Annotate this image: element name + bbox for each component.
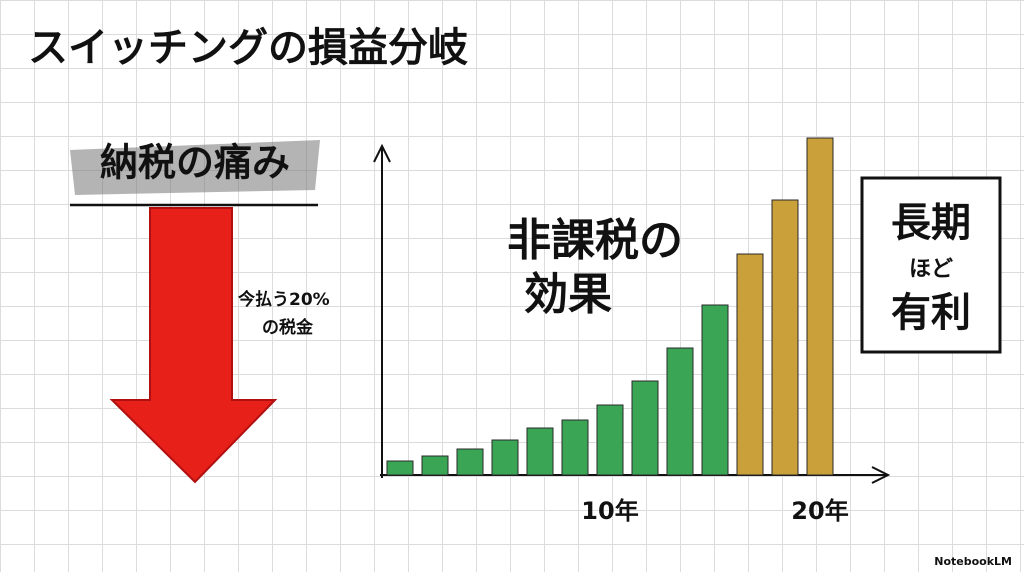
bar <box>561 419 589 476</box>
bar <box>386 460 414 476</box>
bar <box>771 199 799 476</box>
bar <box>631 380 659 476</box>
callout-box <box>860 176 1002 354</box>
slide-title: スイッチングの損益分岐 <box>28 25 468 71</box>
bar <box>421 455 449 476</box>
bar <box>596 404 624 476</box>
note: の税金 <box>262 317 314 338</box>
x-tick-label: 10年 <box>581 497 638 525</box>
bar <box>526 427 554 476</box>
callout: 長期 <box>891 200 971 246</box>
bar <box>456 448 484 476</box>
bar <box>701 304 729 476</box>
note: 今払う20% <box>238 289 330 310</box>
x-axis-arrow <box>871 466 891 484</box>
scribble <box>70 140 320 195</box>
callout: ほど <box>909 257 953 282</box>
annotation: 非課税の <box>507 215 683 266</box>
bar <box>666 347 694 476</box>
annotation: 効果 <box>524 269 612 320</box>
bar <box>806 137 834 476</box>
bar <box>491 439 519 476</box>
y-axis-arrow <box>373 143 391 163</box>
callout: 有利 <box>891 290 971 336</box>
x-tick-label: 20年 <box>791 497 848 525</box>
bar <box>736 253 764 476</box>
pain-heading: 納税の痛み <box>100 141 290 185</box>
down-arrow <box>109 207 278 484</box>
brand: NotebookLM <box>934 555 1012 568</box>
